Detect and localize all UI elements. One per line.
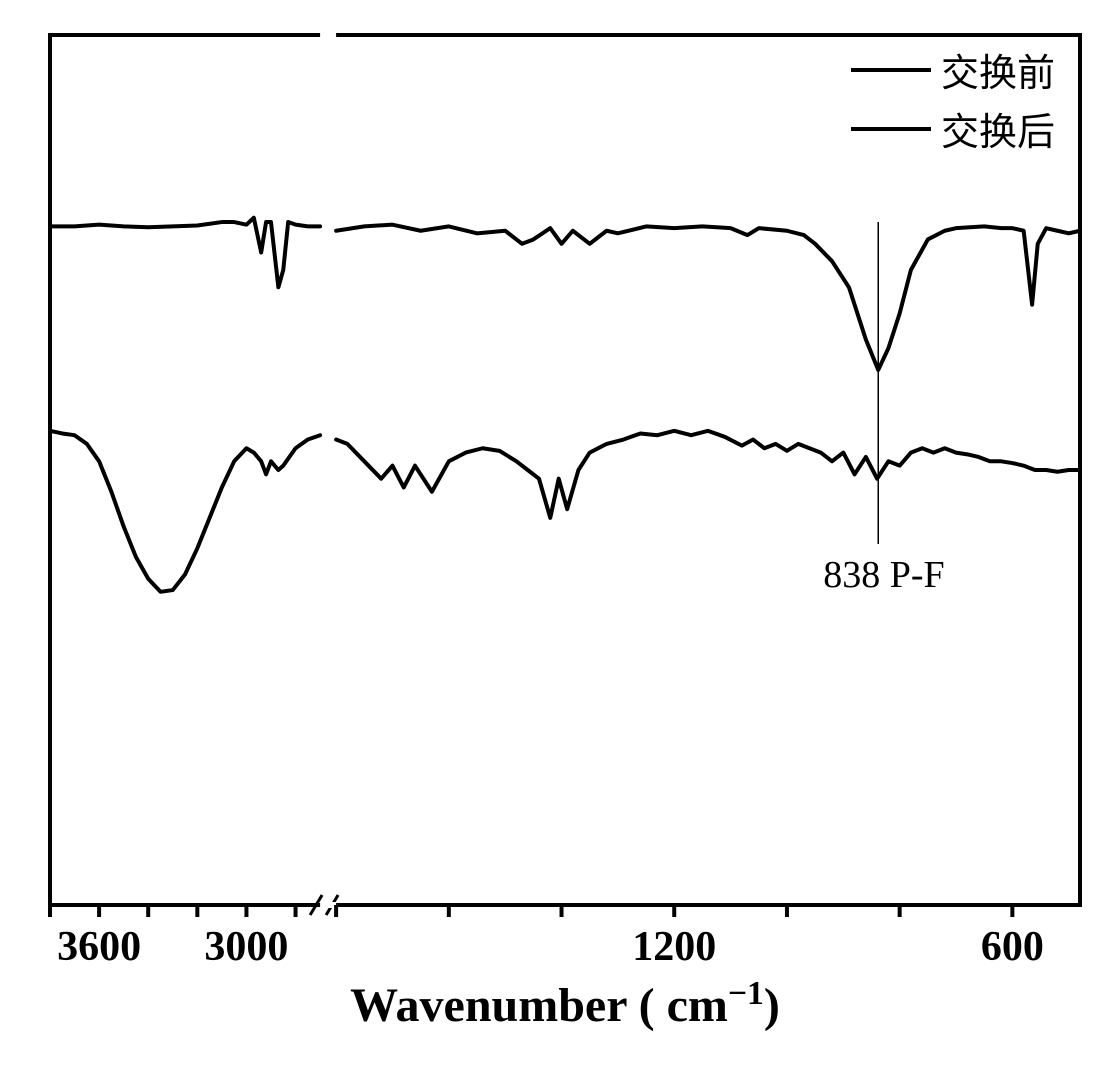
x-tick-label: 3600 [39,923,159,971]
x-tick-label: 3000 [186,923,306,971]
legend: 交换前交换后 [851,42,1055,160]
chart-svg [20,20,1095,1059]
peak-annotation: 838 P-F [823,553,944,597]
ir-spectrum-chart: 交换前交换后 Wavenumber ( cm−1) 3600 3000 1200 60… [20,20,1095,1059]
xlabel-text: Wavenumber ( cm [350,979,728,1032]
xlabel-sup: −1 [728,975,764,1012]
x-tick-label: 1200 [614,923,734,971]
legend-line-icon [851,127,931,131]
x-tick-label: 600 [952,923,1072,971]
legend-item: 交换后 [851,101,1055,156]
legend-item: 交换前 [851,42,1055,97]
xlabel-suffix: ) [764,979,780,1032]
x-axis-label: Wavenumber ( cm−1) [50,975,1080,1033]
legend-label: 交换后 [941,101,1055,156]
legend-line-icon [851,68,931,72]
legend-label: 交换前 [941,42,1055,97]
